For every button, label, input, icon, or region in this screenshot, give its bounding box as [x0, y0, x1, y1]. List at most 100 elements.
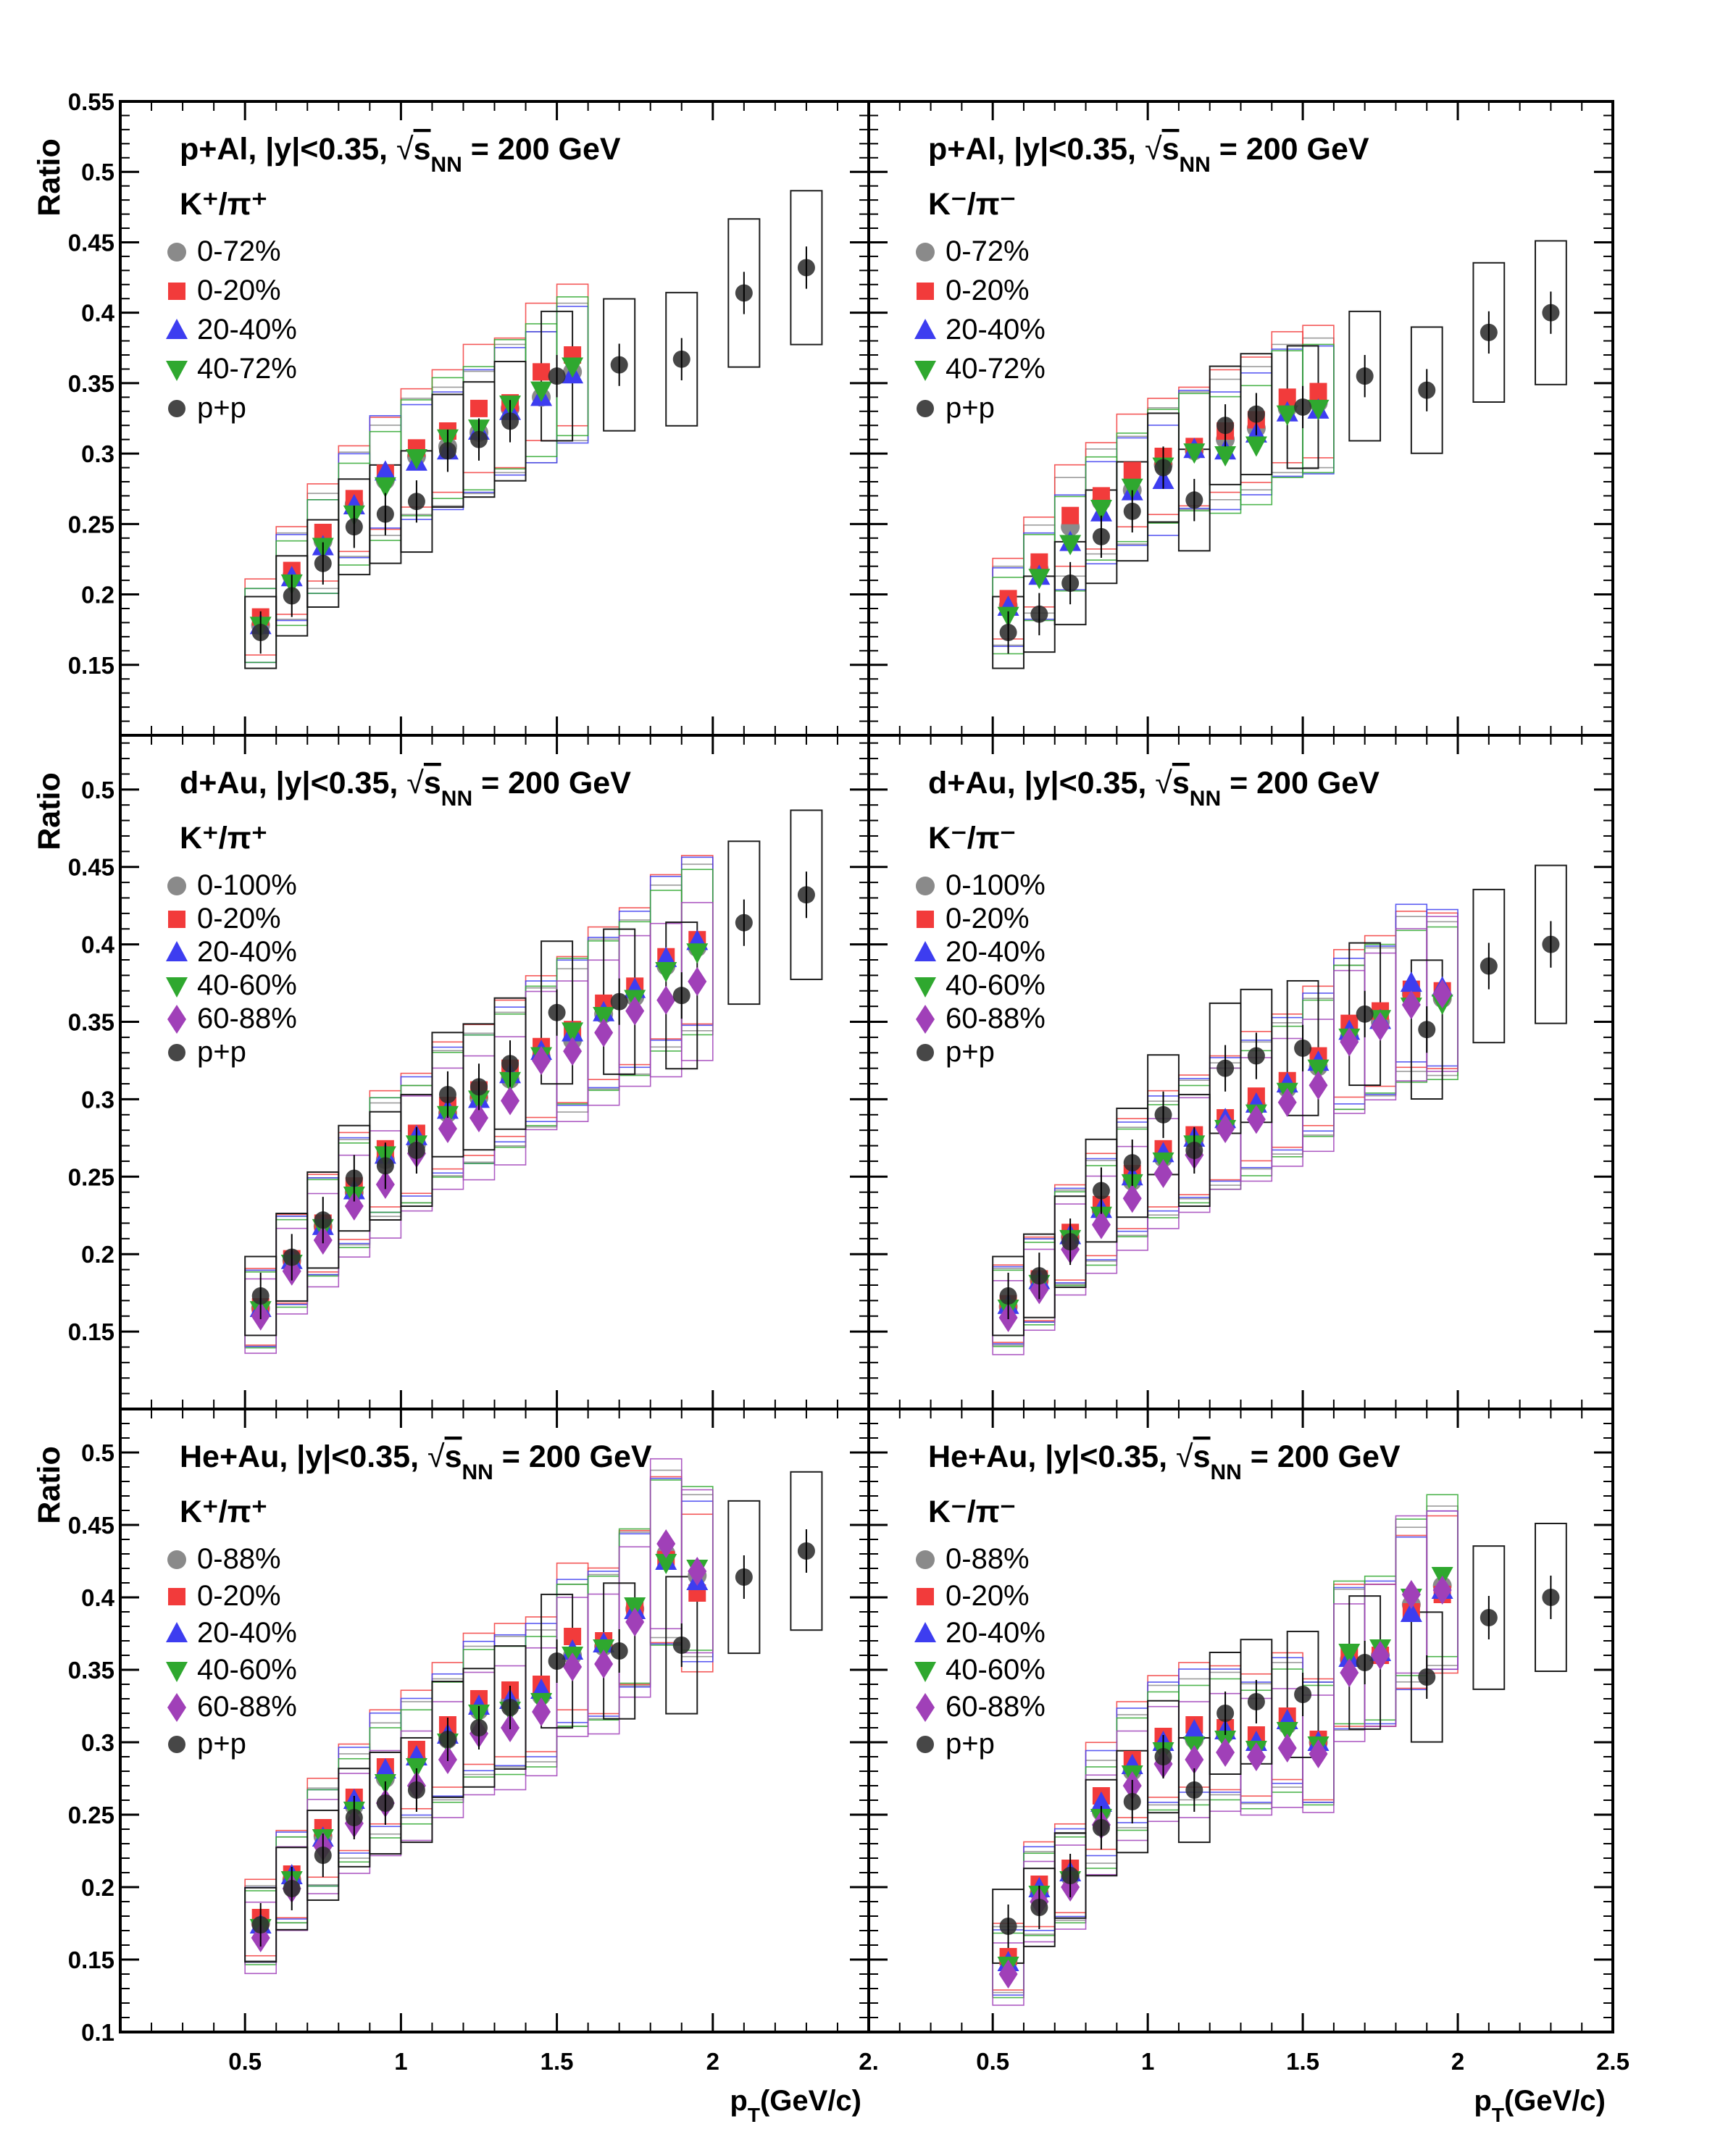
syst-box [665, 1576, 698, 1715]
legend-label: 0-20% [197, 1580, 281, 1612]
panel-title: p+Al, |y|<0.35, √sNN = 200 GeV [928, 132, 1369, 177]
data-point [686, 943, 709, 964]
panel-title: p+Al, |y|<0.35, √sNN = 200 GeV [180, 132, 621, 177]
data-point [1307, 1059, 1330, 1080]
data-point [1183, 443, 1206, 464]
data-point [593, 1006, 615, 1027]
ratio-label: K⁻/π⁻ [928, 1494, 1016, 1529]
legend-label: p+p [197, 392, 246, 424]
data-point [1309, 1071, 1328, 1100]
data-point [1371, 1011, 1390, 1041]
legend-marker [167, 1550, 186, 1569]
legend-label: 60-88% [197, 1691, 297, 1723]
y-tick-label: 0.15 [68, 1947, 114, 1973]
data-point [405, 448, 427, 469]
y-tick-label: 0.25 [68, 1802, 114, 1828]
data-point [1090, 499, 1112, 520]
legend-label: 60-88% [946, 1003, 1046, 1034]
y-tick-label: 0.5 [81, 159, 114, 185]
legend-label: 60-88% [197, 1003, 297, 1034]
panel-2: p+Al, |y|<0.35, √sNN = 200 GeV K⁻/π⁻ 0-72%… [867, 100, 1614, 737]
legend-marker [916, 1550, 935, 1569]
y-tick-label: 0.3 [81, 440, 114, 467]
legend-label: 20-40% [946, 936, 1046, 968]
data-point [1123, 461, 1141, 480]
legend-label: p+p [197, 1728, 246, 1760]
syst-box [1472, 262, 1506, 403]
legend-label: 0-100% [197, 869, 297, 901]
data-point [1214, 446, 1237, 467]
y-tick-label: 0.35 [68, 1657, 114, 1684]
legend-label: 40-60% [946, 969, 1046, 1001]
data-point [562, 357, 584, 378]
panel-title: d+Au, |y|<0.35, √sNN = 200 GeV [180, 766, 631, 811]
syst-box [1535, 240, 1567, 385]
legend-marker [914, 361, 936, 381]
data-point [1059, 535, 1082, 556]
legend-marker [168, 1736, 185, 1753]
data-point [1400, 1602, 1422, 1622]
data-point [1276, 405, 1298, 426]
data-point [533, 363, 551, 381]
y-axis-title: Ratio [32, 138, 67, 217]
panel-title: He+Au, |y|<0.35, √sNN = 200 GeV [928, 1439, 1401, 1484]
y-axis-title: Ratio [32, 1446, 67, 1524]
y-tick-label: 0.45 [68, 1512, 114, 1539]
syst-box [493, 997, 527, 1130]
legend-marker [167, 1693, 186, 1722]
data-point [374, 477, 396, 498]
legend-label: p+p [946, 392, 995, 424]
legend-marker [916, 877, 935, 895]
y-tick-label: 0.2 [81, 1874, 114, 1901]
syst-box [493, 1645, 527, 1770]
data-point [1277, 1734, 1297, 1763]
legend-marker [166, 1662, 188, 1682]
syst-box [493, 361, 527, 482]
legend-marker [917, 1588, 934, 1605]
legend-marker [168, 1044, 185, 1061]
data-point [1185, 1745, 1204, 1774]
data-point [656, 1529, 676, 1558]
data-point [1090, 1792, 1112, 1812]
data-point [1432, 979, 1452, 1009]
data-point [1371, 1641, 1390, 1670]
data-point [1338, 1644, 1361, 1664]
data-point [344, 1191, 364, 1221]
syst-box [790, 809, 823, 980]
data-point [1400, 971, 1422, 992]
legend-marker [914, 1622, 936, 1642]
syst-box [1535, 864, 1567, 1024]
data-point [1401, 1580, 1421, 1609]
data-point [438, 1114, 457, 1144]
x-tick-label: 1.5 [1286, 2048, 1319, 2075]
x-tick-label: 2. [859, 2048, 879, 2075]
y-tick-label: 0.5 [81, 777, 114, 803]
data-point [374, 460, 396, 481]
legend-label: 20-40% [197, 1617, 297, 1649]
y-axis-title: Ratio [32, 772, 67, 850]
y-tick-label: 0.1 [81, 2019, 114, 2046]
legend-marker [914, 1662, 936, 1682]
y-tick-label: 0.4 [81, 1584, 115, 1611]
y-tick-label: 0.5 [81, 1439, 114, 1466]
data-point [1121, 478, 1143, 499]
syst-box [1472, 1545, 1506, 1690]
legend-label: 0-20% [197, 903, 281, 935]
legend-label: 40-60% [197, 1654, 297, 1686]
panel-4: d+Au, |y|<0.35, √sNN = 200 GeV K⁻/π⁻ 0-100… [867, 734, 1614, 1410]
syst-box [1348, 310, 1382, 442]
x-axis-title: pT(GeV/c) [730, 2085, 861, 2126]
syst-box [1286, 1631, 1319, 1758]
legend-label: p+p [946, 1728, 995, 1760]
legend-marker [168, 283, 185, 300]
legend-label: 40-60% [197, 969, 297, 1001]
legend-label: 40-72% [946, 353, 1046, 385]
data-point [1309, 382, 1327, 401]
ratio-label: K⁺/π⁺ [180, 821, 267, 856]
panel-5: 0.1 0.15 0.2 0.25 0.3 0.35 0.4 0.45 0.5 0.5 1 1.5 2 2… [32, 1408, 879, 2126]
syst-box [603, 298, 636, 432]
x-tick-label: 2 [706, 2048, 719, 2075]
legend-label: 0-20% [946, 903, 1030, 935]
